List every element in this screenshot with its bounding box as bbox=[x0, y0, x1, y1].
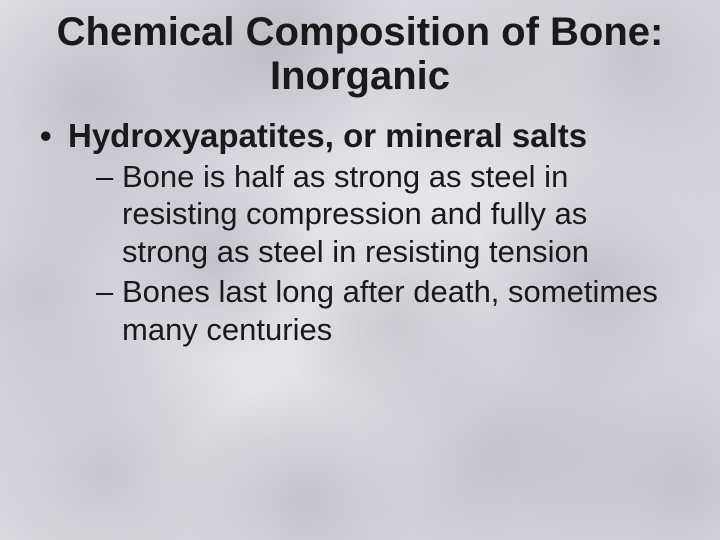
bullet-l2: Bone is half as strong as steel in resis… bbox=[96, 158, 680, 271]
bullet-list: Hydroxyapatites, or mineral salts Bone i… bbox=[40, 116, 680, 349]
subbullet-list: Bone is half as strong as steel in resis… bbox=[68, 158, 680, 349]
bullet-l2: Bones last long after death, sometimes m… bbox=[96, 273, 680, 349]
slide: Chemical Composition of Bone: Inorganic … bbox=[0, 0, 720, 540]
bullet-l2-text: Bones last long after death, sometimes m… bbox=[122, 274, 658, 347]
bullet-l2-text: Bone is half as strong as steel in resis… bbox=[122, 159, 589, 270]
bullet-l1: Hydroxyapatites, or mineral salts Bone i… bbox=[40, 116, 680, 349]
slide-title: Chemical Composition of Bone: Inorganic bbox=[40, 10, 680, 98]
bullet-l1-text: Hydroxyapatites, or mineral salts bbox=[68, 117, 587, 154]
